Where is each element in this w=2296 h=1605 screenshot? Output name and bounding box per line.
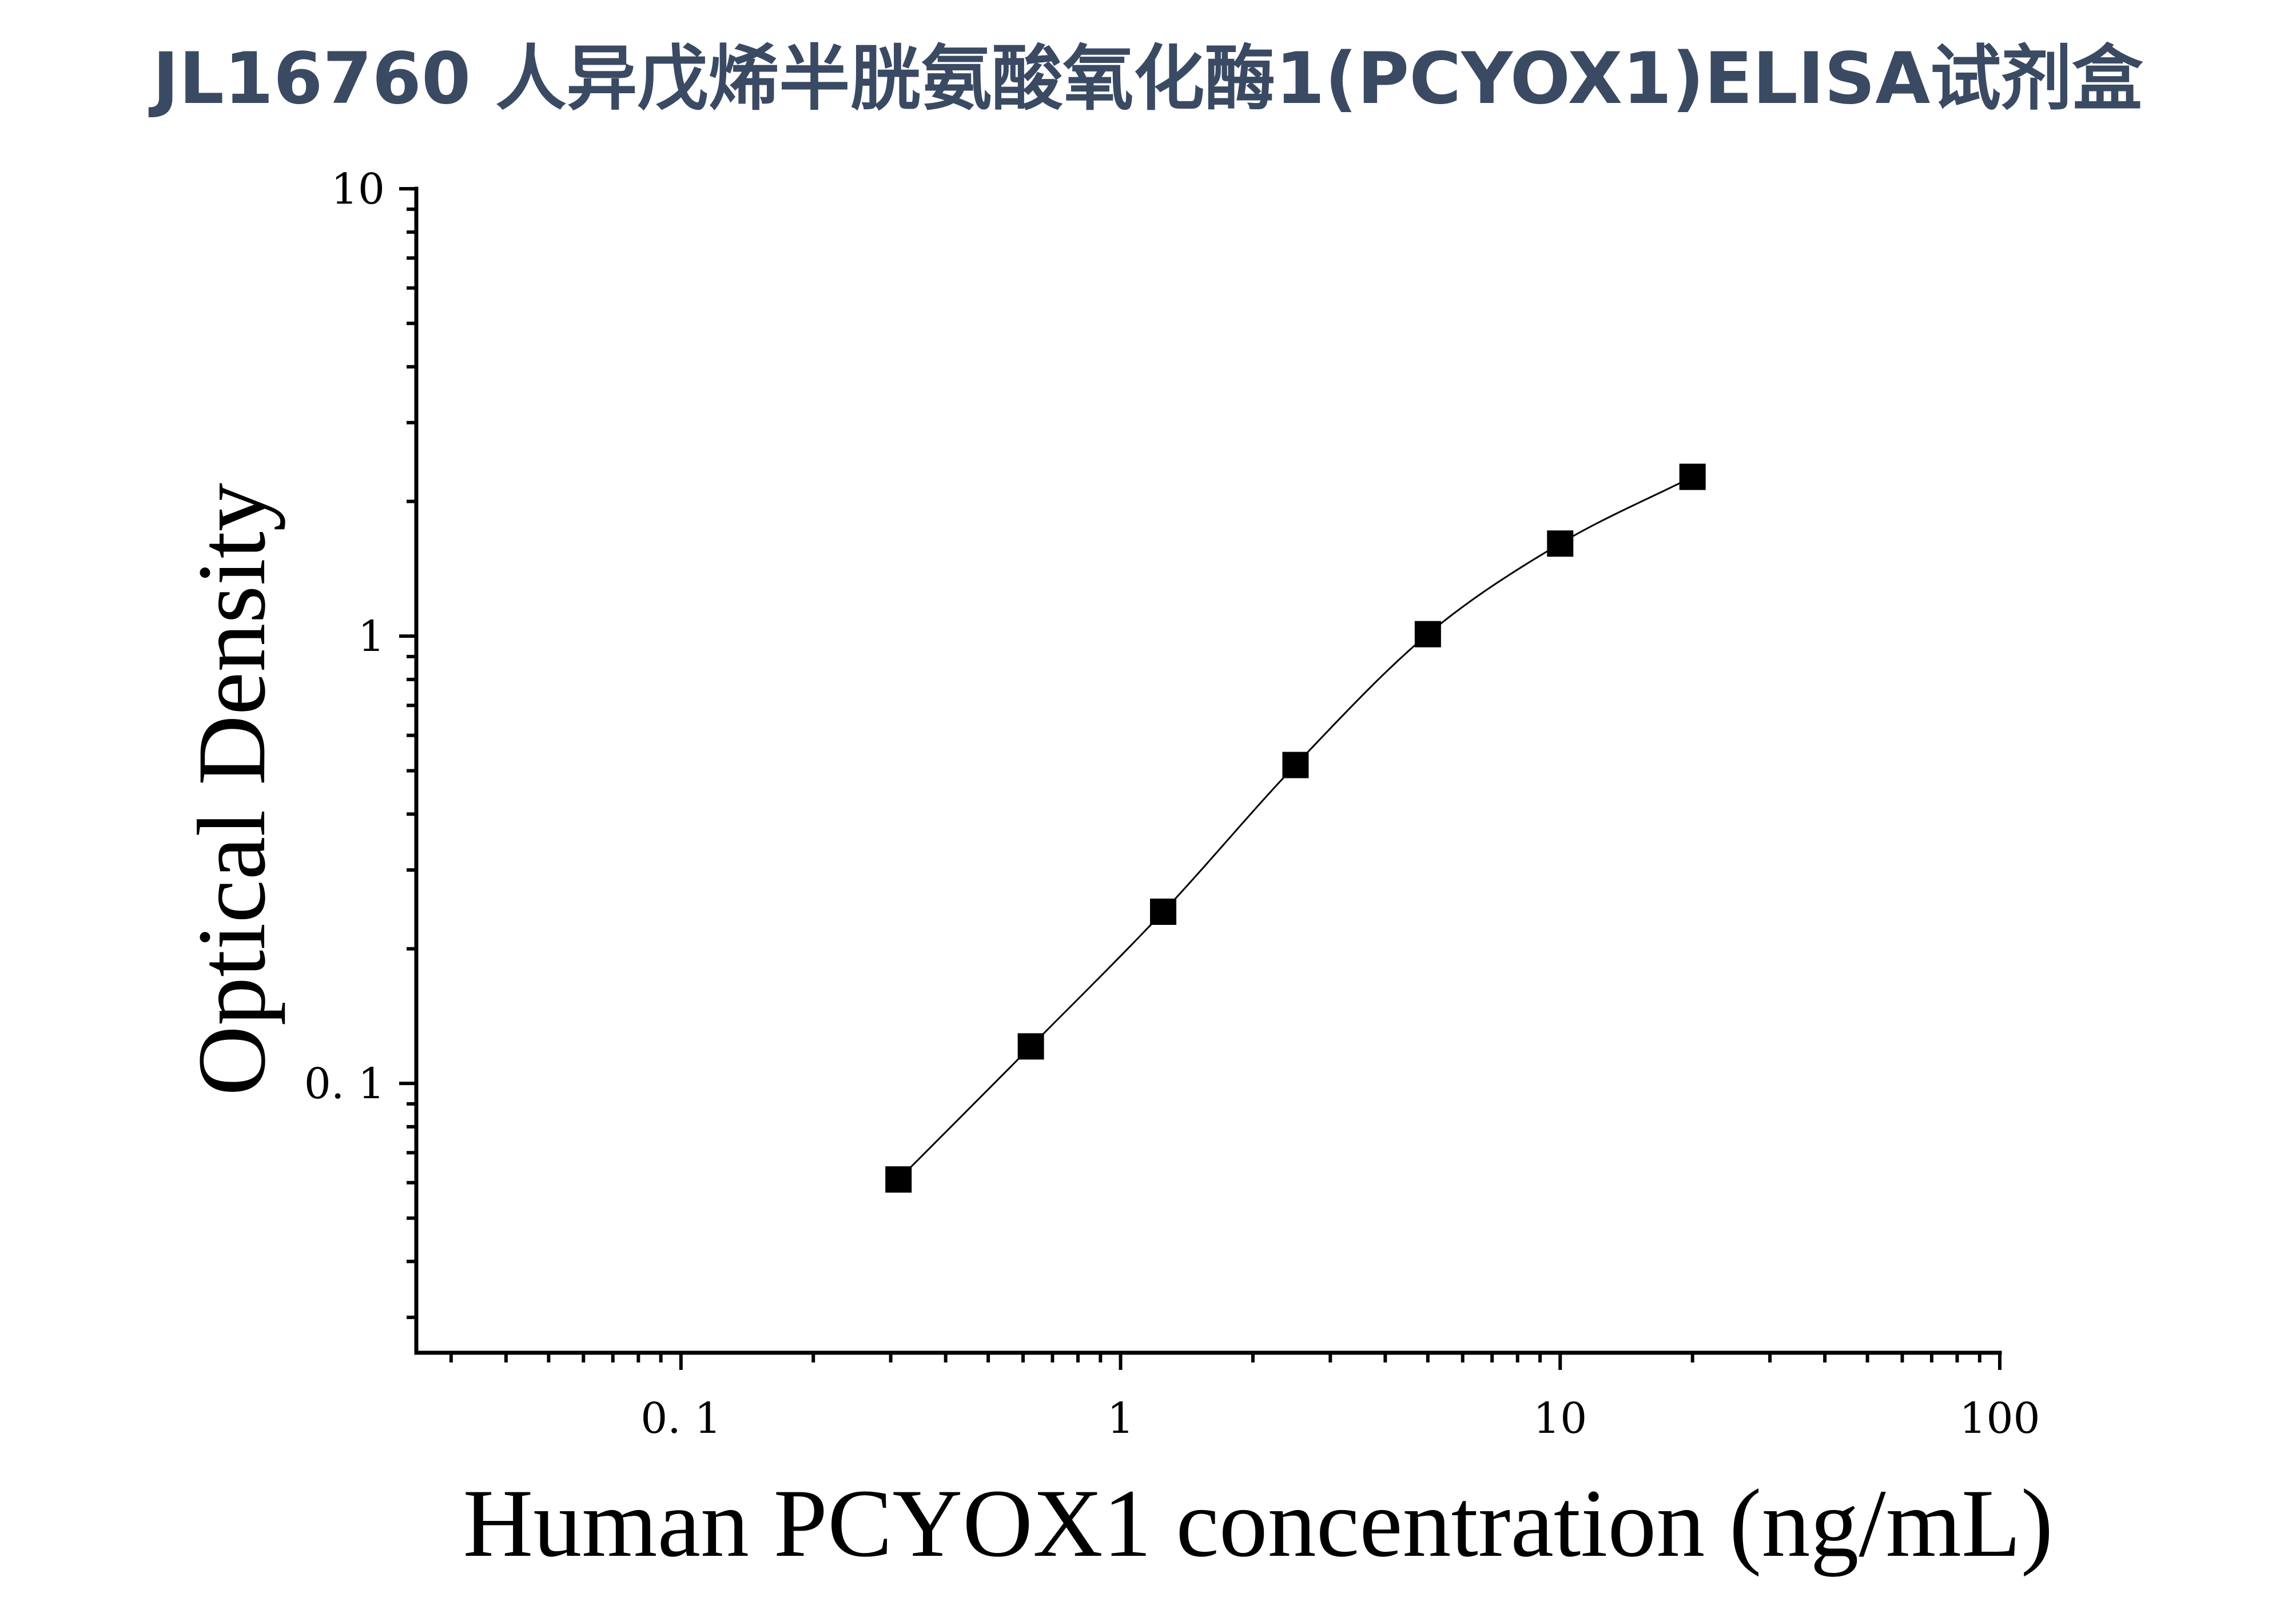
data-point <box>1282 752 1309 778</box>
x-tick-label: 0. 1 <box>640 1394 721 1443</box>
y-tick-label: 10 <box>331 165 385 214</box>
data-point <box>1017 1033 1044 1060</box>
fit-curve-layer <box>893 476 1693 1185</box>
x-tick-label: 10 <box>1533 1394 1587 1443</box>
data-points <box>885 463 1706 1193</box>
fit-curve <box>893 476 1693 1185</box>
x-tick-label: 100 <box>1959 1394 2040 1443</box>
data-point <box>1679 463 1706 490</box>
axes: 0. 1 1 10 100 0. 1 1 10 <box>304 165 2040 1443</box>
x-tick-label: 1 <box>1107 1394 1134 1443</box>
y-axis-label: Optical Density <box>178 483 285 1096</box>
data-point <box>1414 621 1441 647</box>
data-point <box>1547 530 1574 557</box>
data-point <box>1150 898 1177 925</box>
x-axis-label: Human PCYOX1 concentration (ng/mL) <box>463 1469 2054 1577</box>
y-tick-label: 1 <box>358 612 385 661</box>
data-point <box>885 1166 912 1193</box>
chart-title: JL16760 人异戊烯半胱氨酸氧化酶1(PCYOX1)ELISA试剂盒 <box>149 38 2144 120</box>
y-tick-label: 0. 1 <box>304 1059 385 1109</box>
